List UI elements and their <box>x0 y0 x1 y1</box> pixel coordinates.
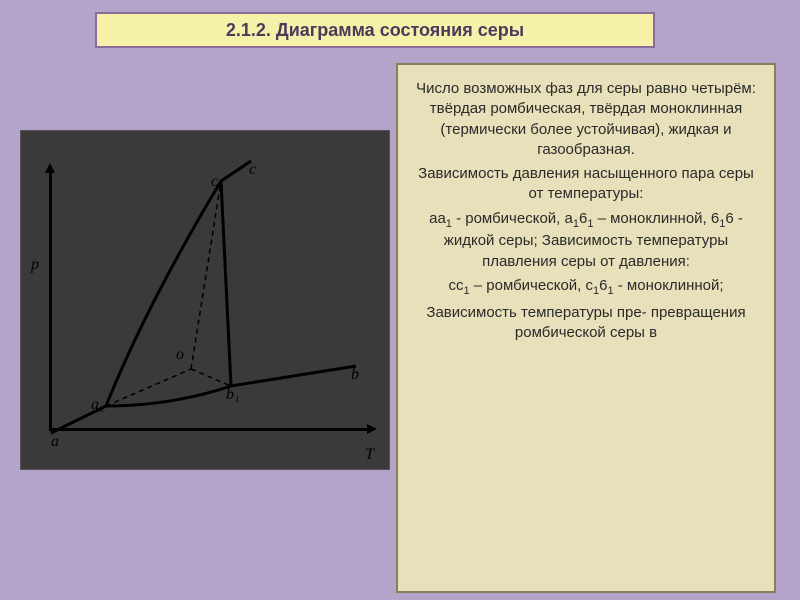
point-label-a1: a₁ <box>91 396 105 414</box>
phase-diagram: p T a a₁ o b₁ b c₁ c <box>20 130 390 470</box>
paragraph-2: Зависимость давления насыщенного пара се… <box>414 164 758 205</box>
point-label-c: c <box>249 161 256 179</box>
point-label-o: o <box>176 346 184 364</box>
paragraph-1: Число возможных фаз для серы равно четыр… <box>414 79 758 160</box>
paragraph-4: сс1 – ромбической, с161 - моноклинной; <box>414 276 758 299</box>
curve-a1-b1 <box>106 386 231 406</box>
axis-label-T: T <box>365 446 374 464</box>
paragraph-5: Зависимость температуры пре- превращения… <box>414 303 758 344</box>
p4-s4: - моноклинной; <box>614 277 724 294</box>
curve-b1-b <box>231 366 356 386</box>
page-title: 2.1.2. Диаграмма состояния серы <box>226 20 524 41</box>
point-label-b1: b₁ <box>226 386 240 404</box>
paragraph-3: аа1 - ромбической, а161 – моноклинной, 6… <box>414 209 758 272</box>
axis-x <box>49 428 369 431</box>
p3-s4: – моноклинной, 6 <box>593 210 719 227</box>
point-label-b: b <box>351 366 359 384</box>
p3-s1: аа <box>429 210 446 227</box>
diagram-svg <box>21 131 391 471</box>
axis-label-p: p <box>31 256 39 274</box>
point-label-c1: c₁ <box>211 173 224 191</box>
dash-o-b1 <box>191 369 231 386</box>
curve-c1-c <box>221 161 251 181</box>
p3-s2: - ромбической, а <box>452 210 573 227</box>
axis-y <box>49 171 52 431</box>
p4-s2: – ромбической, с <box>470 277 593 294</box>
title-bar: 2.1.2. Диаграмма состояния серы <box>95 12 655 48</box>
point-label-a: a <box>51 433 59 451</box>
description-panel: Число возможных фаз для серы равно четыр… <box>396 63 776 593</box>
p4-s1: сс <box>448 277 463 294</box>
curve-b1-c1 <box>221 181 231 386</box>
diagram-inner: p T a a₁ o b₁ b c₁ c <box>21 131 389 469</box>
